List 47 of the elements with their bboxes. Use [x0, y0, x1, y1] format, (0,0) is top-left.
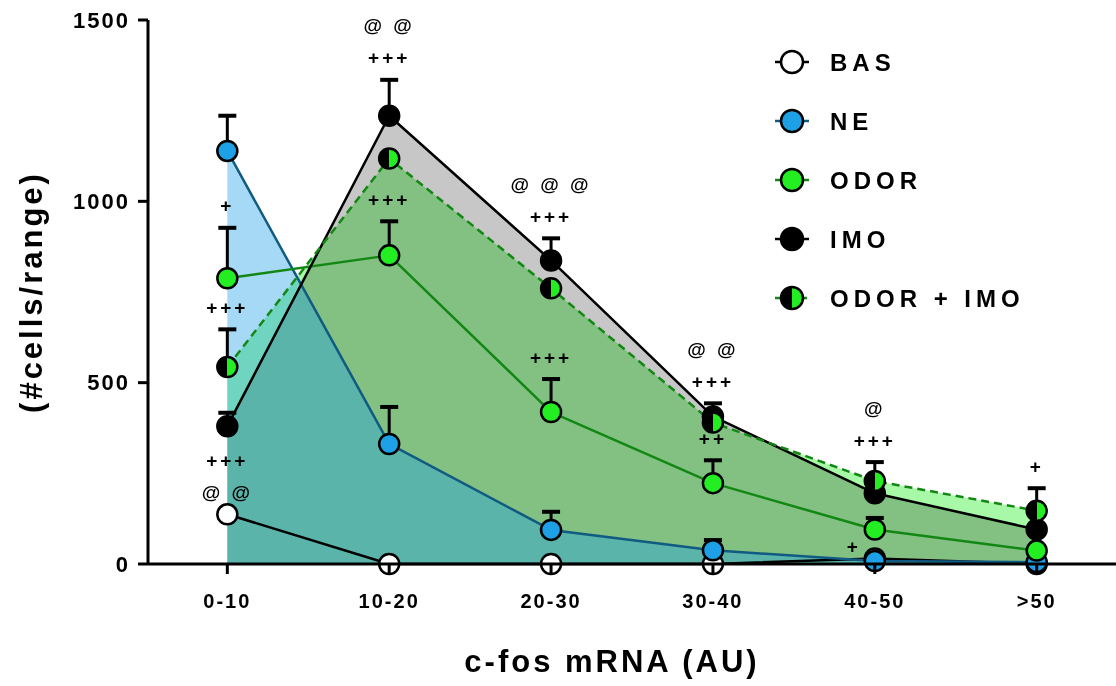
point: [1025, 539, 1048, 562]
annotation: +++: [368, 188, 411, 210]
point: [701, 471, 725, 495]
y-tick-label: 0: [115, 551, 130, 577]
point: [377, 432, 401, 456]
point: [701, 538, 725, 562]
annotation: @ @: [687, 338, 739, 360]
x-tick-label: 0-10: [203, 590, 252, 612]
y-tick-label: 1000: [73, 189, 130, 215]
annotation: +++: [529, 205, 573, 227]
point: [539, 518, 563, 542]
x-tick-label: 40-50: [844, 590, 906, 612]
x-tick-label: 10-20: [358, 590, 420, 612]
annotation: @ @ @: [510, 173, 592, 195]
point: [539, 249, 563, 272]
legend-label: ODOR: [830, 166, 922, 194]
x-tick-label: >50: [1016, 590, 1057, 612]
point: [1025, 518, 1048, 541]
y-tick-label: 500: [87, 370, 130, 396]
point: [377, 244, 401, 267]
annotation: +++: [368, 47, 411, 69]
x-axis-title: c-fos mRNA (AU): [464, 644, 760, 679]
annotation: +++: [691, 370, 735, 392]
point: [377, 104, 401, 127]
x-tick-label: 20-30: [520, 590, 582, 612]
annotation: @ @: [363, 15, 415, 37]
annotation: @ @: [201, 481, 253, 503]
legend-label: ODOR + IMO: [830, 284, 1025, 312]
annotation: @: [864, 397, 886, 419]
annotation: +++: [529, 346, 573, 368]
point: [539, 400, 563, 424]
annotation: +++: [853, 429, 896, 451]
point: [216, 139, 239, 163]
legend-label: BAS: [830, 48, 896, 76]
point: [863, 518, 887, 541]
annotation: ++: [698, 427, 728, 449]
legend-label: NE: [830, 107, 874, 135]
annotation: +: [220, 195, 235, 217]
annotation: +: [1029, 455, 1044, 477]
y-axis-title: (#cells/range): [14, 171, 49, 413]
x-tick-label: 30-40: [682, 590, 744, 612]
annotation: +: [846, 536, 861, 558]
legend-label: IMO: [830, 225, 891, 253]
annotation: +++: [206, 297, 249, 318]
point: [216, 266, 239, 290]
point: [216, 503, 239, 526]
y-tick-label: 1500: [73, 7, 130, 33]
